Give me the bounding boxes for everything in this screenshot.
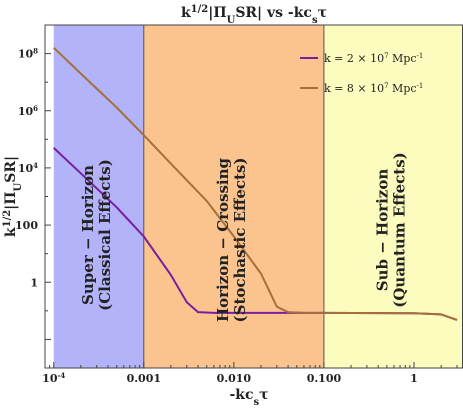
series-line: [53, 46, 458, 321]
region-label-title: Horizon − Crossing: [214, 157, 232, 322]
region-band: [323, 25, 463, 368]
region-label-subtitle: (Quantum Effects): [391, 152, 409, 308]
x-tick-label: 1: [410, 372, 418, 385]
region-label-subtitle: (Classical Effects): [96, 159, 114, 311]
region-label: Sub − Horizon(Quantum Effects): [373, 152, 408, 308]
y-tick-label: 106: [18, 103, 38, 118]
y-tick-label: 1: [30, 276, 38, 289]
legend-label: k = 8 × 107 Mpc-1: [324, 82, 423, 95]
lines-layer: [53, 46, 458, 321]
y-axis-label: k1/2|ΠUSR|: [2, 156, 24, 237]
labels-layer: k1/2|ΠUSR| vs -kcsτ -kcsτ k1/2|ΠUSR|: [2, 4, 328, 408]
x-tick-label: 0.001: [127, 372, 161, 385]
x-tick-label: 10-4: [42, 371, 65, 386]
chart-title: k1/2|ΠUSR| vs -kcsτ: [181, 4, 327, 26]
region-band: [53, 25, 144, 368]
y-tick-label: 104: [18, 160, 38, 175]
legend-layer: k = 2 × 107 Mpc-1 k = 8 × 107 Mpc-1: [300, 52, 423, 95]
region-label-title: Super − Horizon: [79, 165, 97, 305]
legend-label: k = 2 × 107 Mpc-1: [324, 52, 423, 65]
region-label-title: Sub − Horizon: [373, 169, 391, 292]
x-tick-label: 0.010: [217, 372, 252, 385]
y-tick-label: 108: [18, 46, 38, 61]
region-label: Horizon − Crossing(Stochastic Effects): [214, 157, 249, 322]
region-label-subtitle: (Stochastic Effects): [231, 158, 249, 323]
regions-layer: [53, 25, 463, 368]
ticks-layer: 10-4 0.001 0.010 0.100 1 1 100 104 106 108: [15, 24, 458, 386]
y-tick-label: 100: [15, 219, 38, 232]
x-axis-label: -kcsτ: [229, 387, 268, 408]
region-band: [143, 25, 324, 368]
region-labels-layer: Super − Horizon(Classical Effects) Horizo…: [79, 152, 409, 322]
region-label: Super − Horizon(Classical Effects): [79, 159, 114, 311]
x-tick-label: 0.100: [307, 372, 342, 385]
